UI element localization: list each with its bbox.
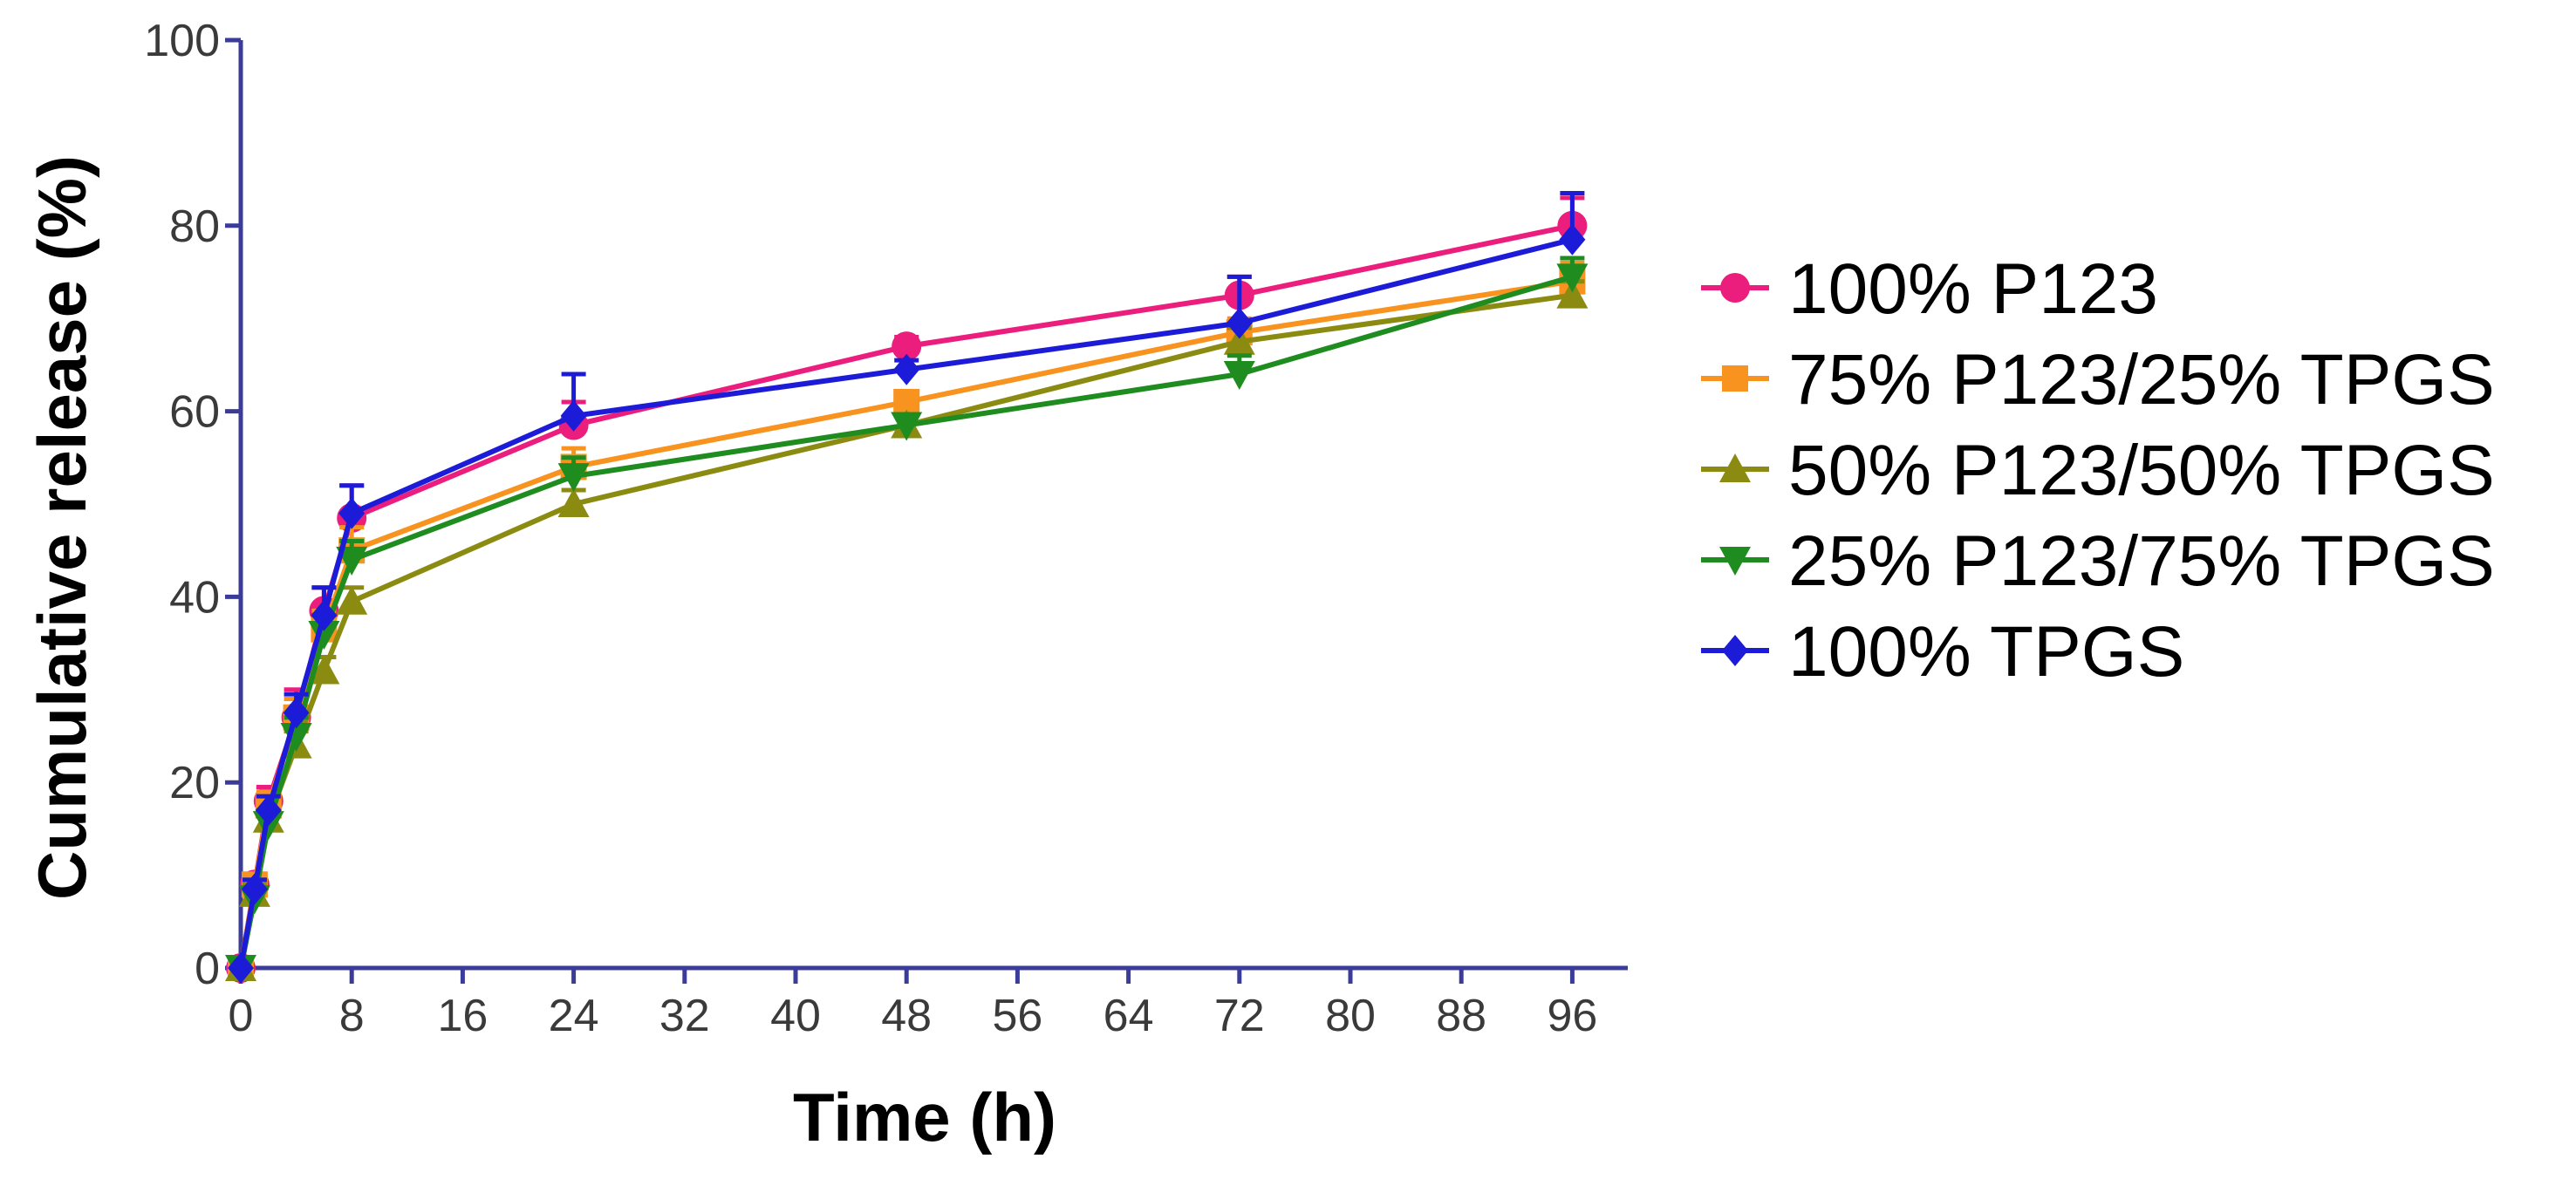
- x-tick-label: 40: [770, 991, 821, 1041]
- y-tick-label: 60: [169, 387, 220, 438]
- data-point: [557, 488, 590, 517]
- data-point: [557, 463, 590, 493]
- data-point: [336, 546, 368, 576]
- data-point: [338, 497, 366, 529]
- y-tick-label: 80: [169, 201, 220, 252]
- series-4: [228, 191, 1586, 984]
- x-tick-label: 64: [1104, 991, 1154, 1041]
- legend-label: 100% P123: [1788, 249, 2158, 329]
- legend-item-0: 100% P123: [1701, 249, 2158, 329]
- legend-item-3: 25% P123/75% TPGS: [1701, 521, 2495, 601]
- legend-item-4: 100% TPGS: [1701, 612, 2184, 692]
- legend-swatch-marker: [1719, 453, 1751, 482]
- data-point: [336, 585, 368, 615]
- y-axis-title: Cumulative release (%): [24, 155, 100, 900]
- axes: [238, 40, 1628, 971]
- x-tick-label: 32: [659, 991, 710, 1041]
- x-tick-label: 8: [339, 991, 365, 1041]
- data-point: [1556, 279, 1589, 309]
- legend-label: 25% P123/75% TPGS: [1788, 521, 2495, 601]
- x-tick-label: 80: [1325, 991, 1376, 1041]
- legend-label: 50% P123/50% TPGS: [1788, 431, 2495, 510]
- x-tick-label: 24: [549, 991, 599, 1041]
- data-point: [1226, 307, 1253, 339]
- legend-swatch-marker: [1722, 365, 1748, 392]
- legend-swatch-marker: [1722, 635, 1748, 666]
- y-tick-label: 100: [144, 16, 220, 66]
- data-point: [560, 399, 587, 432]
- legend-swatch-marker: [1719, 547, 1751, 576]
- x-tick-label: 72: [1214, 991, 1265, 1041]
- data-point: [893, 353, 920, 385]
- x-tick-label: 88: [1436, 991, 1486, 1041]
- data-point: [308, 655, 340, 685]
- data-point: [892, 331, 922, 362]
- data-point: [241, 873, 268, 905]
- x-tick-label: 16: [437, 991, 488, 1041]
- legend-label: 75% P123/25% TPGS: [1788, 340, 2495, 419]
- series-layer: [225, 191, 1589, 984]
- data-point: [255, 794, 282, 827]
- x-tick-label: 96: [1547, 991, 1597, 1041]
- axis-ticks: 0 20 40 60 80 100 0 8 16 24 32 40 48 56 64 72 80 88 96: [144, 16, 1597, 1041]
- legend: 100% P123 75% P123/25% TPGS 50% P123/50% T…: [1701, 249, 2495, 692]
- series-line: [238, 236, 1574, 969]
- data-point: [228, 952, 254, 984]
- data-point: [891, 412, 923, 441]
- x-tick-label: 48: [881, 991, 932, 1041]
- x-tick-label: 0: [229, 991, 254, 1041]
- data-point: [1556, 263, 1589, 293]
- y-tick-label: 40: [169, 572, 220, 623]
- data-point: [283, 697, 310, 729]
- legend-label: 100% TPGS: [1788, 612, 2184, 692]
- data-point: [1223, 325, 1255, 355]
- y-tick-label: 20: [169, 758, 220, 808]
- legend-item-2: 50% P123/50% TPGS: [1701, 431, 2495, 510]
- x-tick-label: 56: [992, 991, 1042, 1041]
- data-point: [1223, 361, 1255, 391]
- legend-item-1: 75% P123/25% TPGS: [1701, 340, 2495, 419]
- data-point: [311, 599, 338, 631]
- data-point: [1559, 223, 1586, 256]
- data-point: [308, 620, 340, 650]
- series-0: [226, 195, 1588, 983]
- data-point: [280, 723, 312, 752]
- y-tick-label: 0: [195, 944, 220, 994]
- x-axis-title: Time (h): [793, 1079, 1056, 1155]
- legend-swatch-marker: [1720, 273, 1750, 303]
